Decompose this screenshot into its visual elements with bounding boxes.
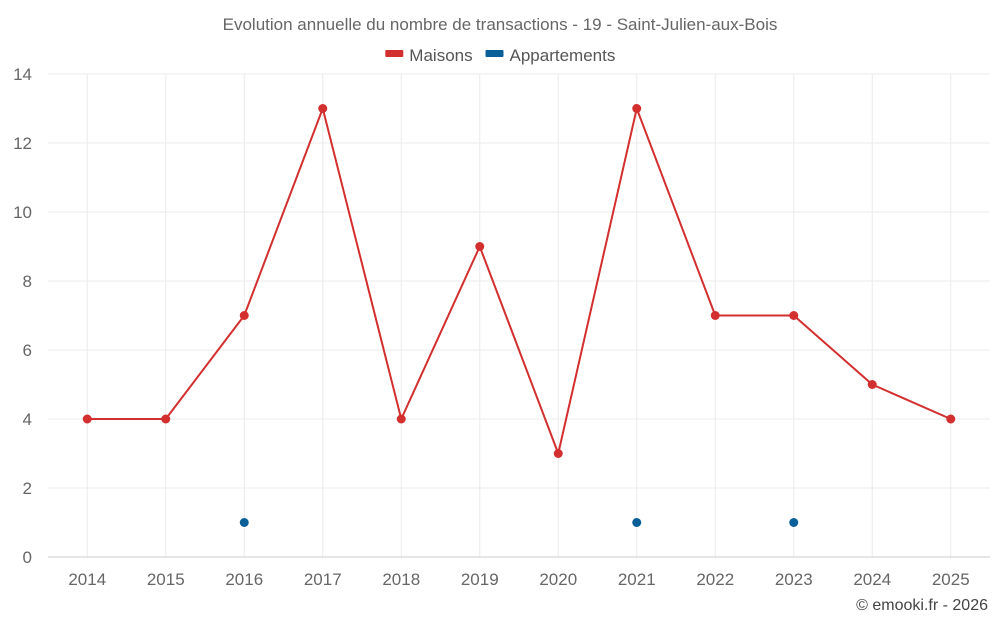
x-tick-label: 2017: [304, 570, 342, 589]
y-tick-label: 2: [23, 479, 32, 498]
series-maisons: [82, 104, 956, 458]
x-tick-label: 2021: [618, 570, 656, 589]
data-point: [553, 449, 563, 458]
legend-swatch: [485, 50, 504, 57]
data-point: [239, 518, 249, 527]
legend: Maisons Appartements: [385, 46, 615, 65]
data-point: [475, 242, 485, 251]
data-point: [789, 311, 799, 320]
legend-item-maisons: Maisons: [385, 46, 473, 65]
data-point: [161, 414, 171, 424]
data-point: [632, 104, 642, 113]
y-tick-label: 12: [13, 134, 32, 153]
series-appartements: [239, 518, 799, 527]
x-tick-label: 2025: [932, 570, 970, 589]
data-point: [82, 414, 92, 424]
data-point: [789, 518, 799, 527]
y-tick-label: 6: [23, 341, 32, 360]
x-tick-label: 2018: [382, 570, 420, 589]
data-point: [946, 414, 956, 424]
x-tick-label: 2014: [68, 570, 106, 589]
x-tick-label: 2019: [461, 570, 499, 589]
series: [82, 104, 956, 527]
credit-text: © emooki.fr - 2026: [856, 597, 988, 614]
data-point: [632, 518, 642, 527]
y-tick-label: 10: [13, 203, 32, 222]
legend-label: Appartements: [510, 46, 616, 65]
legend-swatch: [385, 50, 404, 57]
data-point: [239, 311, 249, 320]
x-tick-label: 2023: [775, 570, 813, 589]
y-tick-label: 4: [23, 410, 32, 429]
grid: [48, 73, 990, 557]
axes: 0 2 4 6 8 10 12 14 2014 2015 2016 2017 2018 2019 2020 2…: [13, 65, 990, 589]
legend-item-appartements: Appartements: [485, 46, 616, 65]
legend-label: Maisons: [409, 46, 472, 65]
y-tick-label: 0: [23, 548, 32, 567]
series-line: [87, 107, 952, 455]
x-tick-label: 2024: [853, 570, 891, 589]
data-point: [867, 380, 877, 389]
data-point: [396, 414, 406, 424]
y-tick-label: 14: [13, 65, 32, 84]
x-tick-label: 2015: [147, 570, 185, 589]
chart-title: Evolution annuelle du nombre de transact…: [223, 15, 778, 34]
x-tick-label: 2016: [225, 570, 263, 589]
data-point: [710, 311, 720, 320]
x-tick-label: 2020: [539, 570, 577, 589]
x-tick-label: 2022: [696, 570, 734, 589]
y-tick-label: 8: [23, 272, 32, 291]
data-point: [318, 104, 328, 113]
